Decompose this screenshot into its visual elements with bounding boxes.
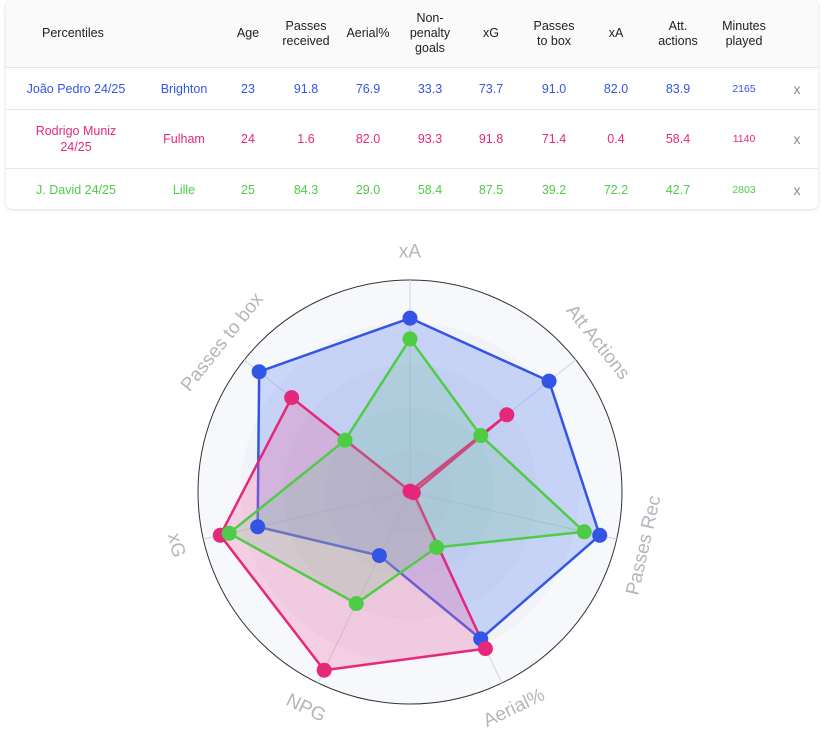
team-name: Brighton <box>146 67 222 110</box>
header-passes-to-box[interactable]: Passes to box <box>520 0 588 68</box>
passes-to-box-cell: 91.0 <box>520 67 588 110</box>
data-point-s0-att-actions <box>541 373 557 389</box>
npg-cell: 33.3 <box>398 67 462 110</box>
header-remove <box>776 0 818 68</box>
player-row-rodrigo-muniz: Rodrigo Muniz 24/25 Fulham 24 1.6 82.0 9… <box>6 109 818 169</box>
age-cell: 23 <box>222 67 274 110</box>
comparison-table: Percentiles Age Passes received Aerial% … <box>6 0 818 209</box>
data-point-s0-xg <box>250 519 266 535</box>
data-point-s0-npg <box>371 548 387 564</box>
age-cell: 25 <box>222 168 274 209</box>
passes-to-box-cell: 71.4 <box>520 109 588 169</box>
axis-label-aerial-: Aerial% <box>480 685 548 732</box>
data-point-s2-xa <box>402 331 418 347</box>
xa-cell: 0.4 <box>588 109 644 169</box>
data-point-s2-xg <box>221 525 237 541</box>
remove-player-button[interactable]: x <box>776 67 818 110</box>
header-row: Percentiles Age Passes received Aerial% … <box>6 0 818 68</box>
data-point-s2-aerial- <box>429 539 445 555</box>
minutes-cell: 2165 <box>712 67 776 110</box>
axis-label-xa: xA <box>399 242 422 263</box>
radar-spoke <box>317 491 411 684</box>
data-point-s1-passes-rec <box>405 485 421 501</box>
xg-cell: 87.5 <box>462 168 520 209</box>
series-area-1 <box>219 396 509 672</box>
player-row-j-david: J. David 24/25 Lille 25 84.3 29.0 58.4 8… <box>6 168 818 209</box>
aerial-cell: 29.0 <box>338 168 398 209</box>
minutes-cell: 2803 <box>712 168 776 209</box>
data-point-s0-passes-rec <box>592 527 608 543</box>
passes-received-cell: 84.3 <box>274 168 338 209</box>
player-name[interactable]: J. David 24/25 <box>6 168 146 209</box>
header-minutes[interactable]: Minutes played <box>712 0 776 68</box>
data-point-s2-npg <box>348 596 364 612</box>
data-point-s2-att-actions <box>473 428 489 444</box>
player-row-joao-pedro: João Pedro 24/25 Brighton 23 91.8 76.9 3… <box>6 67 818 110</box>
xa-cell: 82.0 <box>588 67 644 110</box>
minutes-cell: 1140 <box>712 109 776 169</box>
header-xg[interactable]: xG <box>462 0 520 68</box>
aerial-cell: 76.9 <box>338 67 398 110</box>
team-name: Fulham <box>146 109 222 169</box>
header-xa[interactable]: xA <box>588 0 644 68</box>
data-point-s1-npg <box>316 662 332 678</box>
header-passes-received[interactable]: Passes received <box>274 0 338 68</box>
player-name[interactable]: João Pedro 24/25 <box>6 67 146 110</box>
header-npg[interactable]: Non- penalty goals <box>398 0 462 68</box>
header-team <box>146 0 222 68</box>
data-point-s1-att-actions <box>499 407 515 423</box>
data-point-s1-passes-to-box <box>284 390 300 406</box>
xg-cell: 73.7 <box>462 67 520 110</box>
radar-spoke <box>203 491 411 540</box>
att-actions-cell: 58.4 <box>644 109 712 169</box>
data-point-s2-passes-rec <box>576 524 592 540</box>
passes-to-box-cell: 39.2 <box>520 168 588 209</box>
header-age[interactable]: Age <box>222 0 274 68</box>
npg-cell: 58.4 <box>398 168 462 209</box>
xg-cell: 91.8 <box>462 109 520 169</box>
series-area-2 <box>227 337 586 605</box>
data-point-s2-passes-to-box <box>337 432 353 448</box>
att-actions-cell: 42.7 <box>644 168 712 209</box>
player-name[interactable]: Rodrigo Muniz 24/25 <box>6 109 146 169</box>
team-name: Lille <box>146 168 222 209</box>
age-cell: 24 <box>222 109 274 169</box>
passes-received-cell: 1.6 <box>274 109 338 169</box>
data-point-s0-xa <box>402 310 418 326</box>
aerial-cell: 82.0 <box>338 109 398 169</box>
data-point-s1-aerial- <box>477 641 493 657</box>
header-percentiles: Percentiles <box>6 0 146 68</box>
remove-player-button[interactable]: x <box>776 109 818 169</box>
att-actions-cell: 83.9 <box>644 67 712 110</box>
passes-received-cell: 91.8 <box>274 67 338 110</box>
axis-label-passes-rec: Passes Rec <box>622 494 665 598</box>
header-aerial[interactable]: Aerial% <box>338 0 398 68</box>
axis-label-xg: xG <box>163 531 189 559</box>
xa-cell: 72.2 <box>588 168 644 209</box>
axis-label-npg: NPG <box>283 690 329 727</box>
header-att-actions[interactable]: Att. actions <box>644 0 712 68</box>
remove-player-button[interactable]: x <box>776 168 818 209</box>
npg-cell: 93.3 <box>398 109 462 169</box>
comparison-table-card: Percentiles Age Passes received Aerial% … <box>6 0 818 209</box>
data-point-s0-passes-to-box <box>251 364 267 380</box>
